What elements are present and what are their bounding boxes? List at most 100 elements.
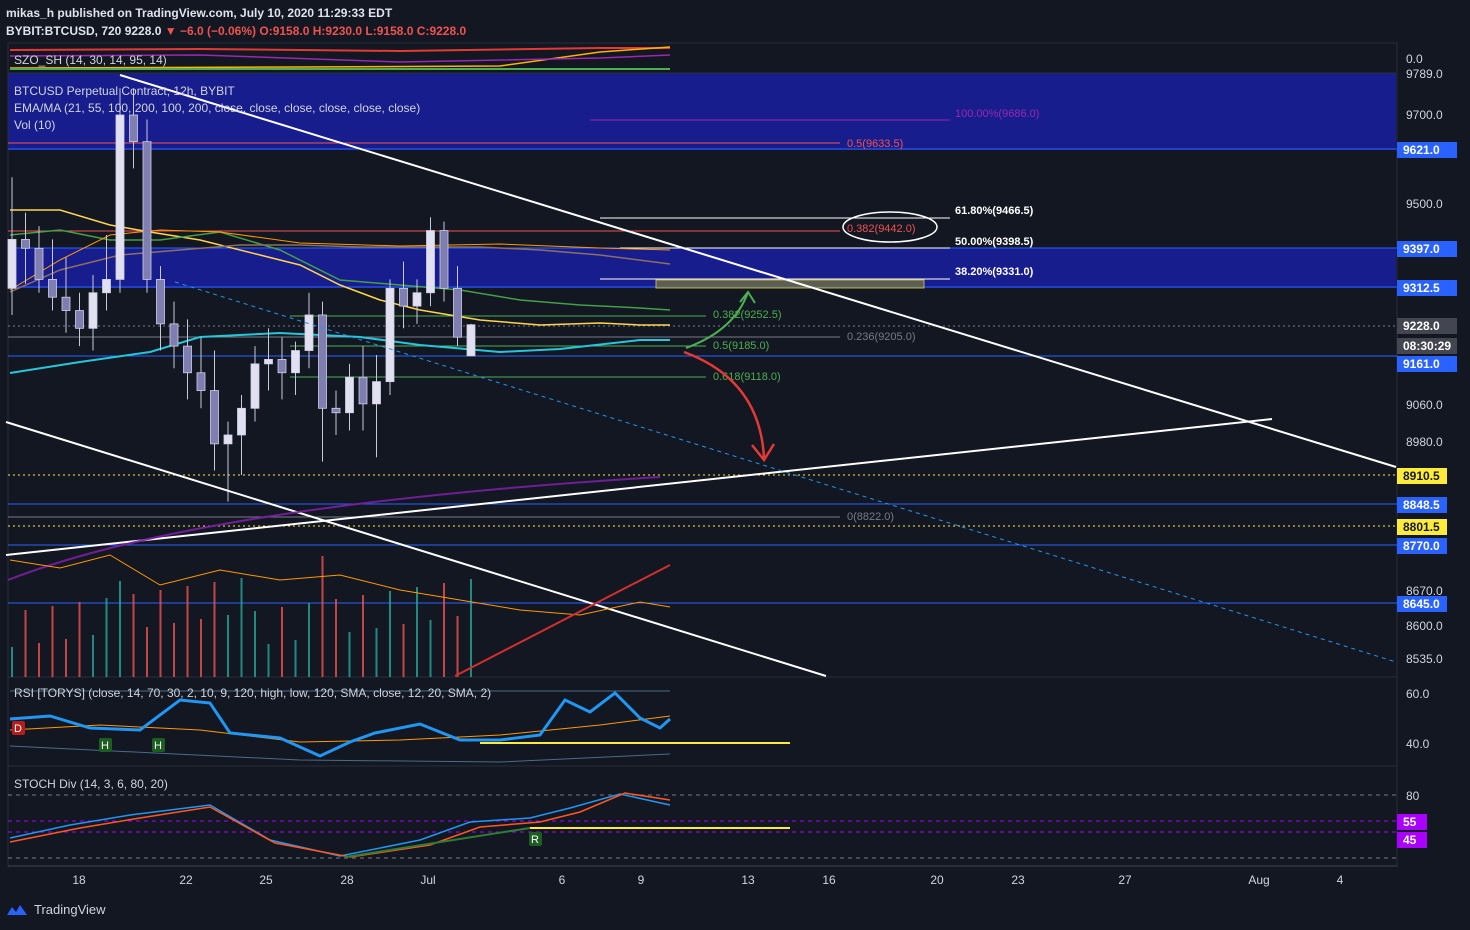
price-tag-bg (1397, 356, 1457, 372)
price-tick: 8670.0 (1406, 584, 1443, 598)
ma-200-line (9, 244, 671, 293)
vol-legend: Vol (10) (14, 118, 56, 132)
price-tag-label: 8910.5 (1403, 469, 1440, 483)
volume-bar (254, 611, 256, 677)
price-tag-bg (1397, 318, 1457, 334)
price-tag-bg (1397, 832, 1427, 848)
volume-bar (443, 583, 445, 677)
price-tag-label: 8645.0 (1403, 597, 1440, 611)
volume-bar (65, 639, 67, 677)
candle-body (61, 296, 71, 311)
price-tick: 9700.0 (1406, 108, 1443, 122)
time-tick: 20 (930, 873, 944, 887)
volume-bar (389, 591, 391, 677)
stoch-marker-badge (529, 832, 542, 846)
price-tag-bg (1397, 538, 1447, 554)
candle-body (331, 407, 341, 414)
bearish-arrowhead (751, 443, 776, 463)
rsi-marker-badge (99, 738, 112, 752)
time-tick: Jul (420, 873, 435, 887)
time-tick: 25 (259, 873, 273, 887)
volume-bar (267, 644, 270, 677)
stoch-tick: 80 (1406, 789, 1420, 803)
fib-label: 50.00%(9398.5) (955, 236, 1034, 248)
candle-body (34, 247, 44, 280)
price-tag-bg (1397, 519, 1447, 535)
candle-body (399, 287, 408, 307)
price-tag-label: 8848.5 (1403, 498, 1440, 512)
volume-bar (348, 632, 351, 677)
volume-bar (335, 599, 337, 677)
ohlc-values: O:9158.0 H:9230.0 L:9158.0 C:9228.0 (259, 24, 467, 38)
fib-label: 0.382(9442.0) (847, 223, 916, 235)
volume-bar (240, 578, 243, 677)
time-tick: 22 (179, 873, 193, 887)
volume-bar (321, 556, 324, 677)
ema-orange-line (9, 229, 671, 291)
candle-body (7, 239, 17, 289)
price-tag-bg (1397, 241, 1457, 257)
trendline-descending-upper (119, 74, 1397, 468)
volume-bar (11, 647, 13, 677)
fib-label: 0.236(9205.0) (847, 331, 916, 343)
time-tick: Aug (1248, 873, 1269, 887)
candle-body (223, 434, 233, 445)
price-tick: 8980.0 (1406, 435, 1443, 449)
price-change: ▼ −6.0 (−0.06%) (164, 24, 257, 38)
volume-bar (402, 624, 405, 677)
candle-body (277, 359, 287, 374)
candle-body (358, 376, 368, 405)
volume-bar (227, 615, 229, 677)
price-tag-bg (1397, 596, 1447, 612)
time-tick: 27 (1118, 873, 1132, 887)
time-tick: 16 (822, 873, 836, 887)
time-tick: 18 (72, 873, 86, 887)
price-tag-label: 9312.5 (1403, 281, 1440, 295)
tradingview-logo[interactable]: TradingView (6, 902, 106, 917)
time-tick: 13 (741, 873, 755, 887)
volume-bar (78, 602, 81, 677)
main-legend-title: BTCUSD Perpetual Contract, 12h, BYBIT (14, 84, 235, 98)
volume-bar (200, 619, 202, 677)
trendline-dashed (174, 281, 1397, 663)
bullish-arrow (685, 291, 749, 349)
price-tag-label: 8770.0 (1403, 539, 1440, 553)
volume-bar (470, 579, 472, 677)
szo-tick: 0.0 (1406, 52, 1423, 66)
volume-bar (213, 582, 216, 677)
volume-bar (51, 606, 54, 677)
highlight-circle (842, 211, 938, 243)
price-tag-label: 08:30:29 (1403, 339, 1451, 353)
fib-label: 38.20%(9331.0) (955, 266, 1034, 278)
candle-body (372, 381, 381, 405)
ma-purple-curve (7, 476, 661, 581)
stoch-d-line (9, 792, 671, 858)
price-tag-label: 9228.0 (1403, 319, 1440, 333)
price-tick: 9500.0 (1406, 197, 1443, 211)
price-tick: 9060.0 (1406, 398, 1443, 412)
price-tag-bg (1397, 338, 1457, 354)
bullish-arrowhead (739, 290, 756, 304)
ema-21-line (9, 331, 670, 374)
rsi-marker-label: D (14, 723, 22, 735)
tradingview-logo-icon (7, 904, 27, 915)
fib-label: 61.80%(9466.5) (955, 205, 1034, 217)
rsi-marker-label: H (101, 740, 109, 752)
candle-body (466, 324, 476, 357)
candle-body (88, 292, 98, 329)
time-tick: 28 (340, 873, 354, 887)
volume-bar (416, 587, 418, 677)
brand-label: TradingView (34, 902, 106, 917)
rsi-marker-badge (12, 721, 25, 735)
price-tag-label: 55 (1403, 815, 1417, 829)
rsi-legend: RSI [TORYS] (close, 14, 70, 30, 2, 10, 9… (14, 686, 492, 700)
price-tick: 8600.0 (1406, 619, 1443, 633)
volume-bar (24, 610, 27, 677)
volume-trendline (454, 564, 671, 677)
candle-body (237, 407, 246, 436)
candle-body (115, 114, 125, 280)
symbol-label: BYBIT:BTCUSD, 720 (6, 24, 122, 38)
time-tick: 9 (638, 873, 645, 887)
price-tag-label: 9161.0 (1403, 357, 1440, 371)
